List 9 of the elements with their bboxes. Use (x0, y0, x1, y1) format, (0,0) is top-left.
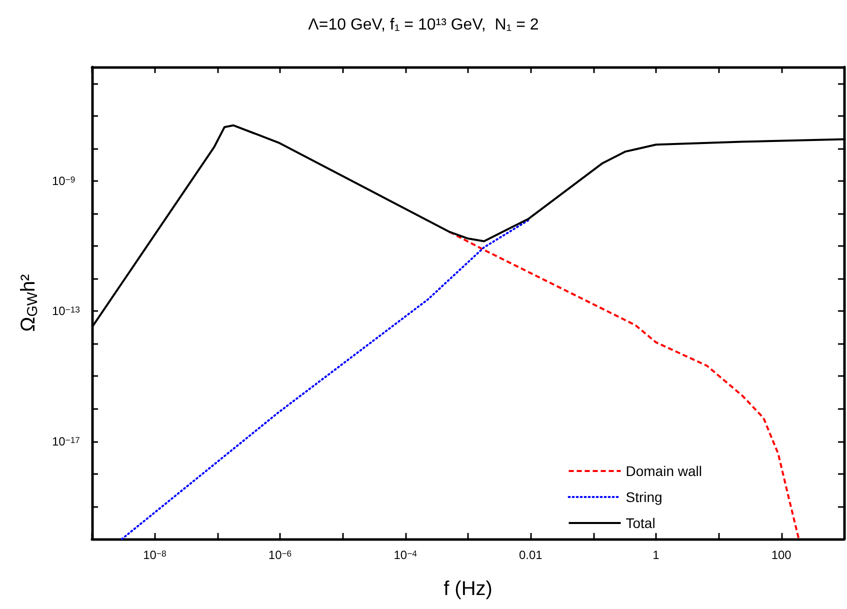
legend-label: String (626, 489, 662, 505)
x-axis-title: f (Hz) (444, 578, 492, 600)
x-tick-label: 100 (771, 548, 792, 562)
chart-title: Λ=10 GeV, f₁ = 10¹³ GeV, N₁ = 2 (308, 16, 539, 34)
legend-label: Domain wall (626, 463, 702, 479)
y-axis-title: ΩGWh² (18, 274, 41, 332)
legend-label: Total (626, 515, 656, 531)
x-tick-label: 1 (652, 548, 660, 562)
x-tick-label: 0.01 (518, 548, 543, 562)
